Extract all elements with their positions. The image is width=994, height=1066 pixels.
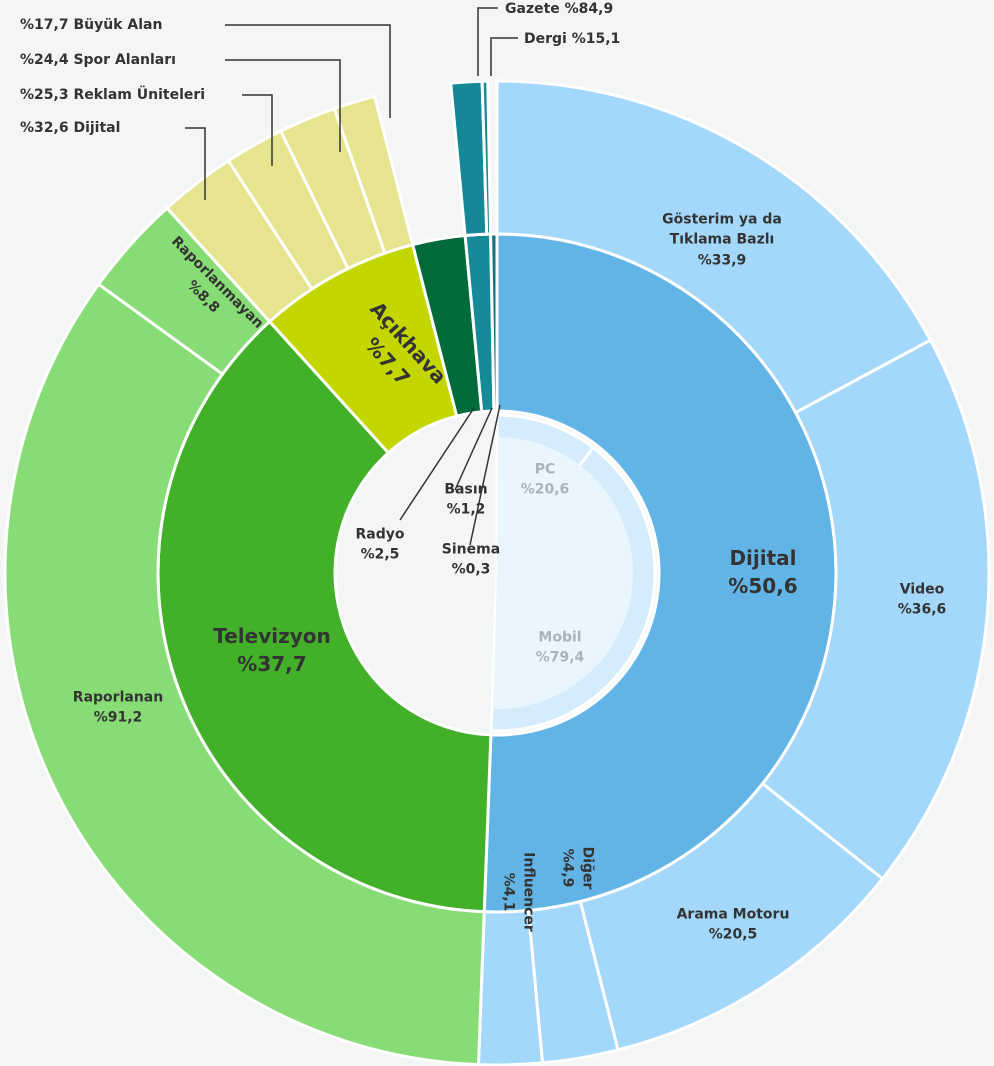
segment-label: Televizyon %37,7: [213, 622, 331, 678]
label-name: Radyo: [355, 526, 405, 543]
outer-segment: [495, 79, 933, 415]
label-name: Gösterim ya da Tıklama Bazlı: [662, 211, 782, 248]
callout-label: %24,4 Spor Alanları: [20, 52, 176, 68]
outer-segment: [3, 282, 486, 1066]
inner-face: [493, 437, 634, 709]
label-value: %50,6: [728, 574, 798, 598]
label-name: Dijital: [729, 546, 797, 570]
leader-line: [185, 127, 206, 200]
segment-label: Diğer %4,9: [557, 847, 598, 890]
label-value: %33,9: [697, 252, 747, 269]
leader-lines: [185, 7, 518, 546]
label-name: Mobil: [538, 629, 582, 646]
segment-label: Influencer %4,1: [498, 852, 539, 932]
callout-label: Dergi %15,1: [524, 31, 620, 47]
leader-line: [242, 94, 273, 166]
label-value: %37,7: [237, 652, 307, 676]
label-name: Büyük Alan: [73, 17, 163, 33]
label-name: Influencer: [520, 852, 537, 932]
label-name: Televizyon: [213, 624, 331, 648]
segment-label: Gösterim ya da Tıklama Bazlı %33,9: [647, 210, 797, 271]
label-name: Spor Alanları: [73, 52, 176, 68]
label-value: %4,1: [500, 872, 516, 912]
leader-line: [399, 407, 475, 521]
label-name: Arama Motoru: [676, 906, 790, 923]
label-value: %84,9: [564, 1, 614, 17]
segment-label: Raporlanan %91,2: [73, 688, 163, 729]
label-value: %25,3: [20, 87, 69, 103]
label-value: %15,1: [571, 31, 621, 47]
label-name: Basın: [444, 481, 488, 498]
leader-line: [225, 59, 341, 152]
label-value: %20,5: [708, 927, 758, 943]
segment-label: Arama Motoru %20,5: [677, 905, 790, 946]
label-name: Gazete: [505, 1, 560, 17]
label-name: PC: [534, 461, 556, 478]
label-name: Reklam Üniteleri: [73, 87, 206, 103]
segment: [489, 232, 499, 413]
label-name: Dergi: [524, 31, 567, 47]
outer-segment: [760, 338, 991, 881]
segment-label: Sinema %0,3: [442, 540, 500, 581]
segment-label: Basın %1,2: [444, 480, 487, 521]
label-value: %32,6: [20, 120, 69, 136]
segment-label: Dijital %50,6: [728, 544, 797, 600]
label-value: %79,4: [535, 650, 585, 666]
callout-label: %17,7 Büyük Alan: [20, 17, 162, 33]
leader-line: [225, 24, 391, 118]
label-name: Sinema: [441, 541, 501, 558]
segment-label: Video %36,6: [898, 580, 947, 621]
leader-line: [454, 407, 493, 491]
label-value: %0,3: [451, 562, 491, 578]
callout-label: %25,3 Reklam Üniteleri: [20, 87, 205, 103]
segment-label: Mobil %79,4: [536, 628, 585, 669]
label-value: %91,2: [93, 710, 143, 726]
callout-label: %32,6 Dijital: [20, 120, 120, 136]
leader-line: [490, 37, 518, 76]
segment-label: PC %20,6: [521, 460, 570, 501]
label-value: %2,5: [360, 547, 400, 563]
label-value: %36,6: [897, 602, 947, 618]
leader-line: [477, 7, 498, 76]
label-name: Diğer: [579, 846, 596, 890]
label-value: %24,4: [20, 52, 69, 68]
leader-line: [469, 404, 501, 546]
callout-label: Gazete %84,9: [505, 1, 613, 17]
label-value: %1,2: [446, 502, 486, 518]
label-value: %17,7: [20, 17, 69, 33]
label-name: Video: [899, 581, 945, 598]
label-value: %20,6: [520, 482, 570, 498]
label-value: %4,9: [559, 848, 575, 888]
segment-label: Radyo %2,5: [356, 525, 405, 566]
label-name: Raporlanan: [72, 689, 164, 706]
label-name: Dijital: [73, 120, 121, 136]
